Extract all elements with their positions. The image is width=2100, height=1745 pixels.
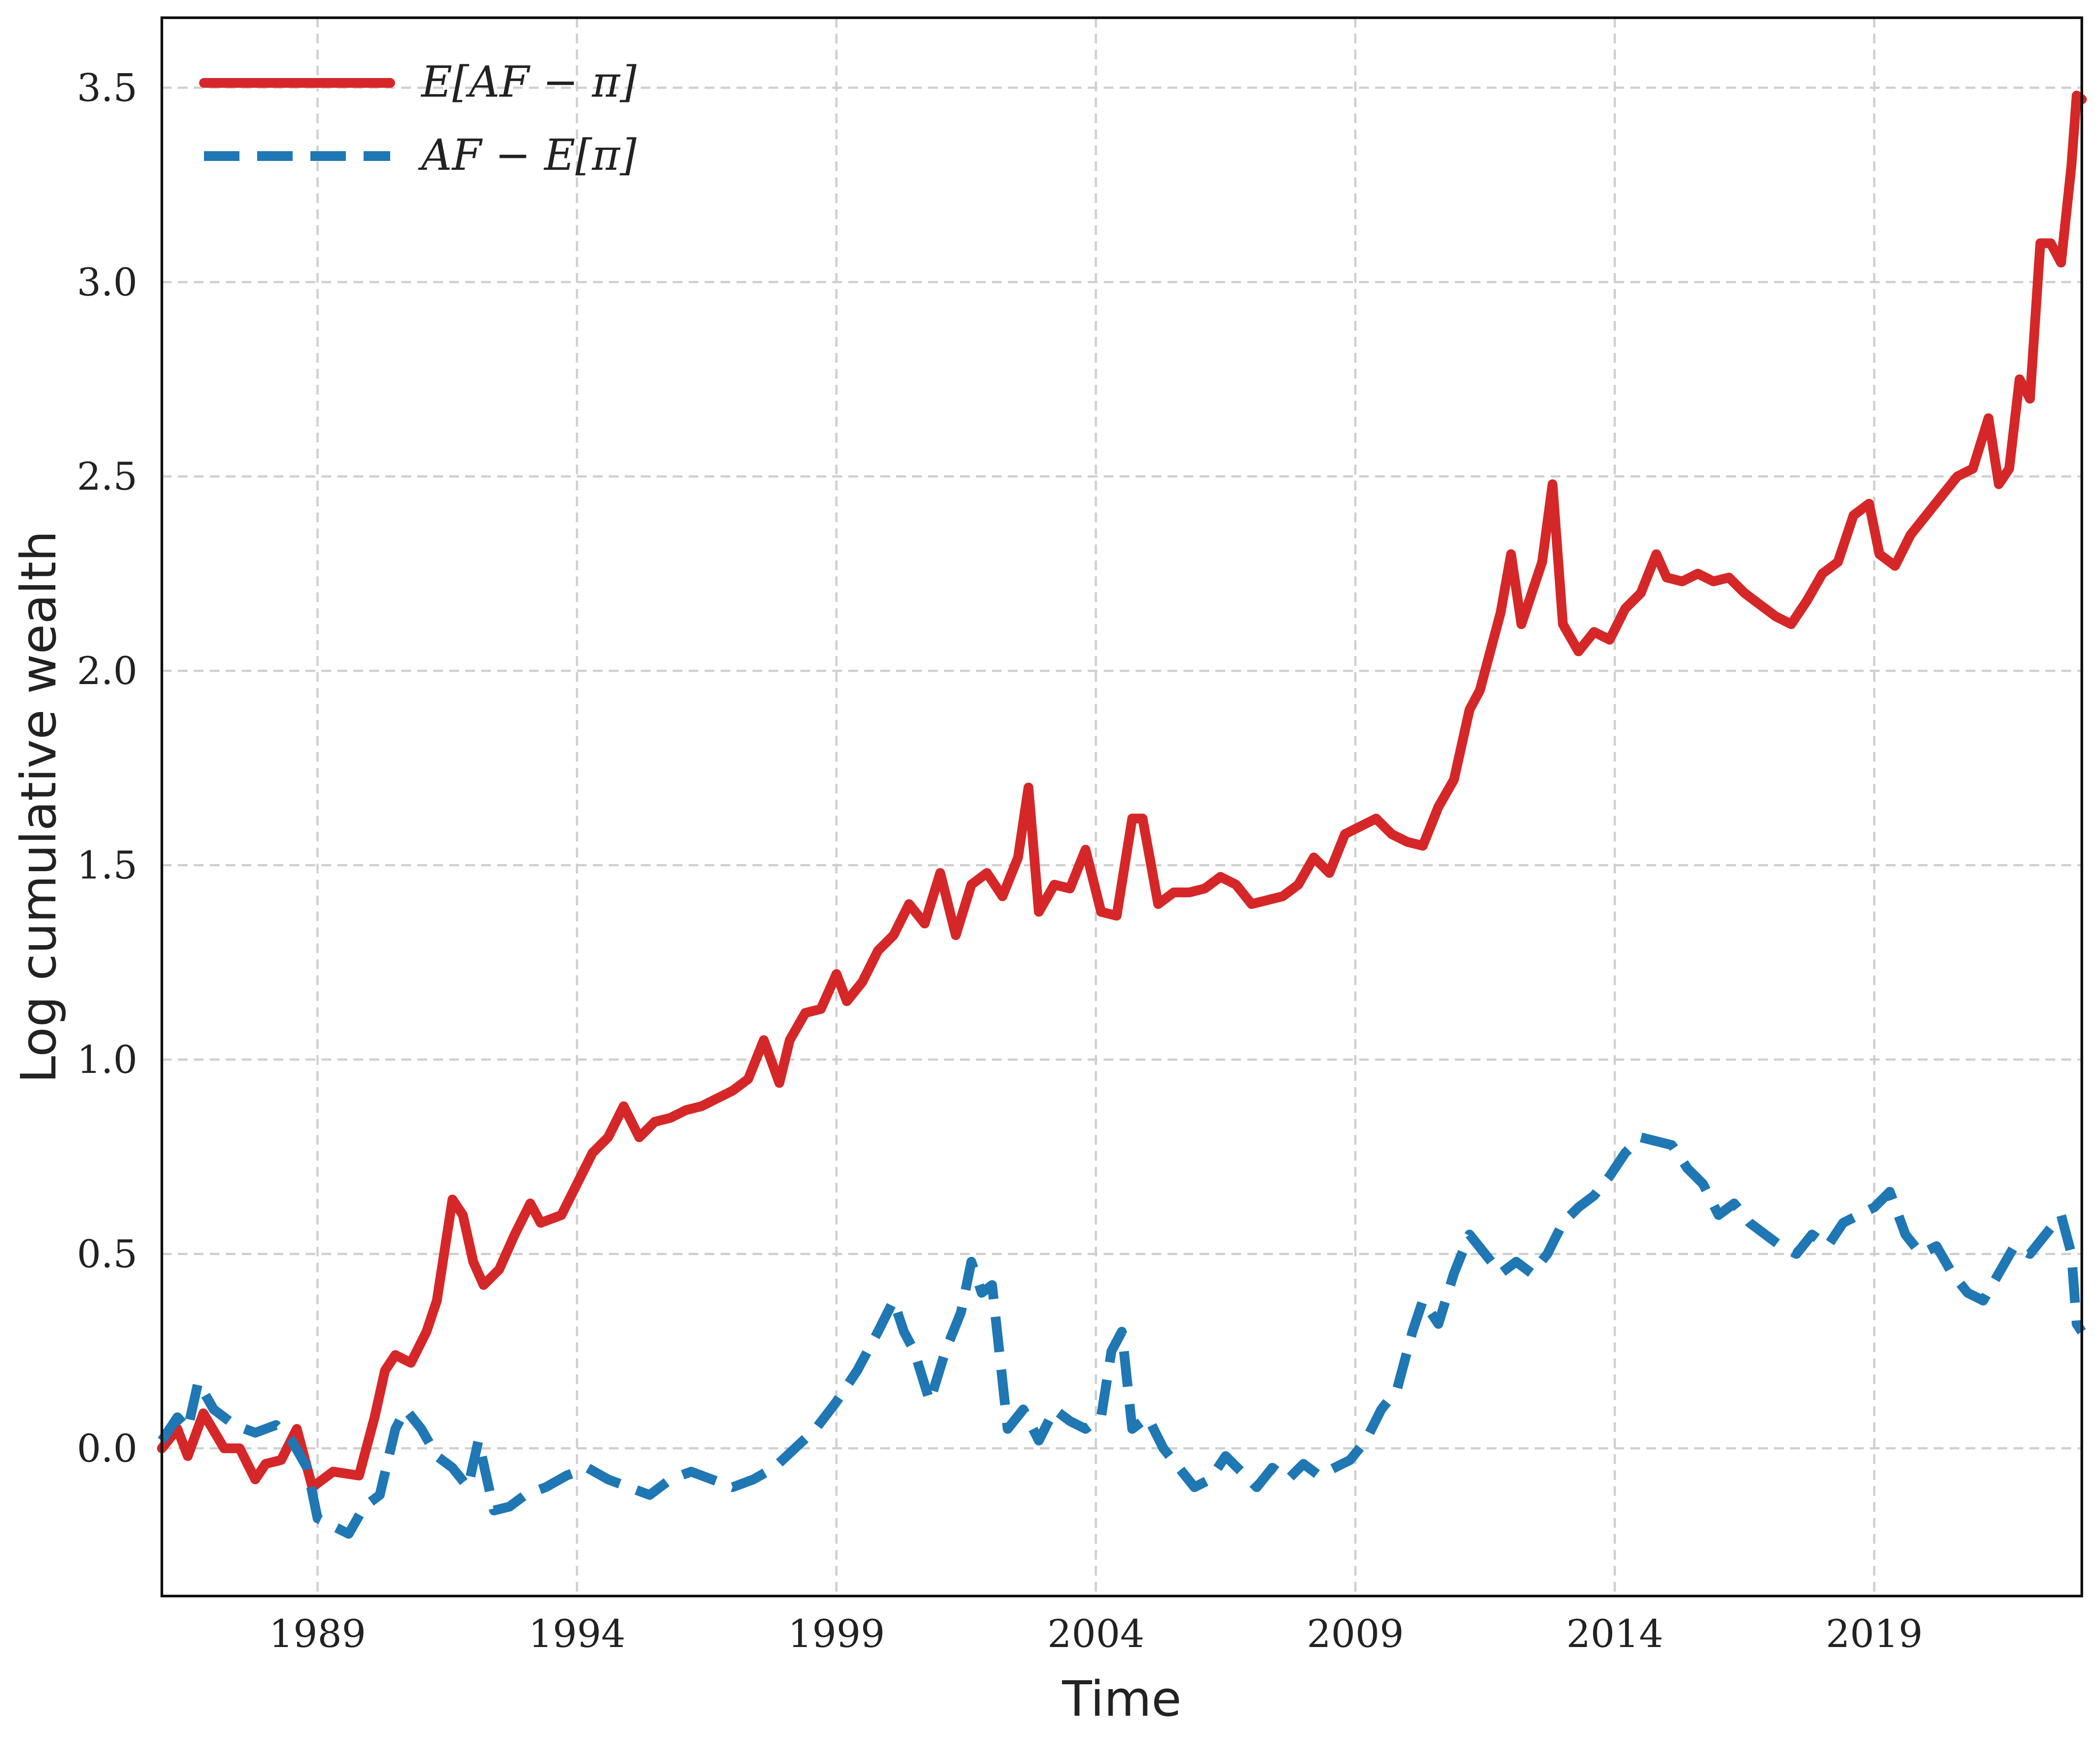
legend: E[AF − π] AF − E[π] — [199, 57, 637, 180]
y-tick-label: 3.5 — [77, 66, 137, 110]
x-tick-label: 2009 — [1307, 1612, 1404, 1656]
y-tick-label: 2.0 — [77, 649, 137, 693]
series-line-1 — [157, 90, 2087, 1492]
x-tick-label: 2019 — [1826, 1612, 1923, 1656]
plot-frame — [161, 16, 2083, 1597]
x-tick-label: 1989 — [269, 1612, 366, 1656]
y-tick-label: 1.5 — [77, 844, 137, 888]
x-axis-title: Time — [1062, 1671, 1181, 1727]
legend-label-series-1: E[AF − π] — [420, 57, 637, 107]
x-tick-label: 1994 — [529, 1612, 626, 1656]
y-tick-label: 0.0 — [77, 1427, 137, 1471]
legend-label-series-2: AF − E[π] — [418, 130, 637, 180]
tick-labels: 1989 1994 1999 2004 2009 2014 2019 0.0 0.5 1.0 1.5… — [77, 66, 1923, 1656]
y-tick-label: 0.5 — [77, 1232, 137, 1276]
series-line-2 — [157, 1132, 2086, 1539]
x-tick-label: 1999 — [788, 1612, 885, 1656]
grid-lines — [162, 18, 2082, 1596]
y-tick-label: 2.5 — [77, 455, 137, 499]
x-tick-label: 2004 — [1047, 1612, 1144, 1656]
series-lines — [157, 90, 2087, 1539]
y-tick-label: 1.0 — [77, 1038, 137, 1082]
x-tick-label: 2014 — [1566, 1612, 1663, 1656]
y-axis-title: Log cumulative wealth — [10, 531, 67, 1083]
y-tick-label: 3.0 — [77, 260, 137, 305]
